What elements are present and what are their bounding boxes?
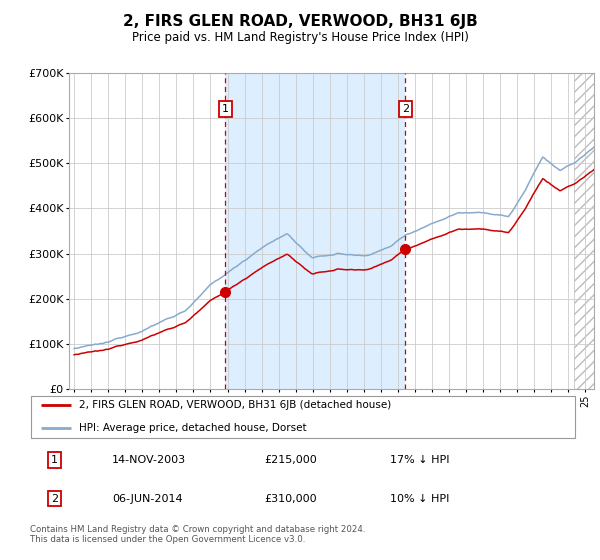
Text: 2, FIRS GLEN ROAD, VERWOOD, BH31 6JB (detached house): 2, FIRS GLEN ROAD, VERWOOD, BH31 6JB (de… — [79, 400, 391, 410]
Text: 1: 1 — [222, 104, 229, 114]
Text: 17% ↓ HPI: 17% ↓ HPI — [391, 455, 450, 465]
Text: Contains HM Land Registry data © Crown copyright and database right 2024.
This d: Contains HM Land Registry data © Crown c… — [30, 525, 365, 544]
Text: 1: 1 — [51, 455, 58, 465]
Text: 2, FIRS GLEN ROAD, VERWOOD, BH31 6JB: 2, FIRS GLEN ROAD, VERWOOD, BH31 6JB — [122, 14, 478, 29]
Bar — [574, 73, 594, 389]
Text: Price paid vs. HM Land Registry's House Price Index (HPI): Price paid vs. HM Land Registry's House … — [131, 31, 469, 44]
Text: 2: 2 — [51, 493, 58, 503]
Text: 2: 2 — [402, 104, 409, 114]
Text: 10% ↓ HPI: 10% ↓ HPI — [391, 493, 450, 503]
Text: £310,000: £310,000 — [265, 493, 317, 503]
Text: 14-NOV-2003: 14-NOV-2003 — [112, 455, 186, 465]
FancyBboxPatch shape — [31, 395, 575, 438]
Bar — [226, 73, 406, 389]
Text: HPI: Average price, detached house, Dorset: HPI: Average price, detached house, Dors… — [79, 423, 307, 433]
Text: £215,000: £215,000 — [265, 455, 317, 465]
Text: 06-JUN-2014: 06-JUN-2014 — [112, 493, 182, 503]
